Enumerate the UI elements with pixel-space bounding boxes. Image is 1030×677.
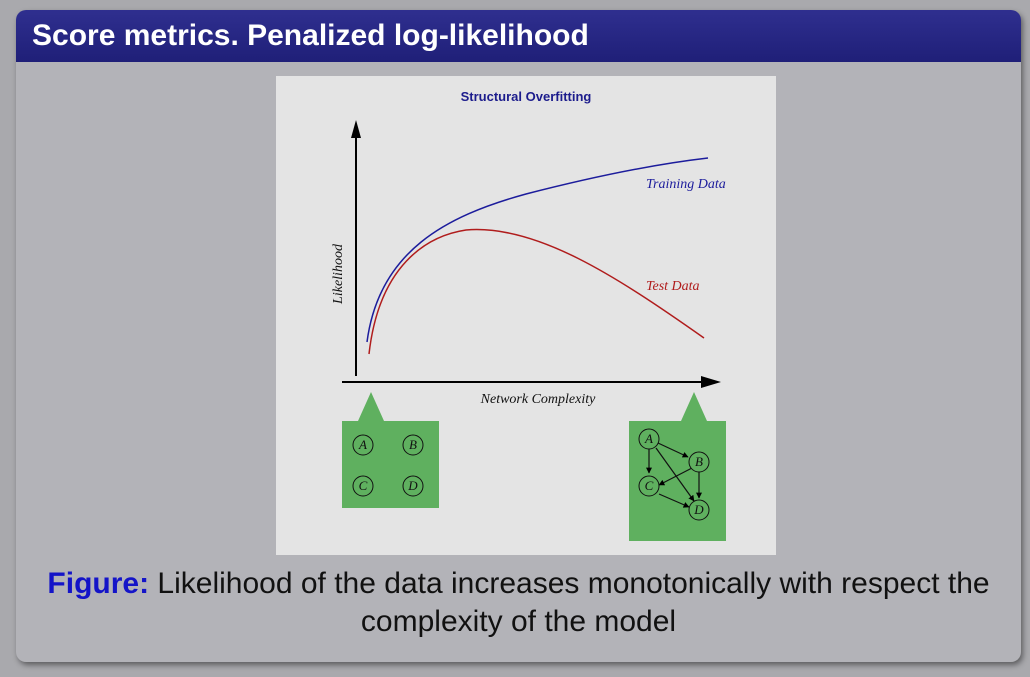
training-data-label: Training Data [646,177,726,192]
node-d-circle [402,475,424,497]
empty-network-inset [342,392,439,508]
figure-caption: Figure: Likelihood of the data increases… [16,565,1021,641]
node-b-label: B [695,454,703,469]
edge-b-c [658,467,693,486]
connected-network-inset [629,392,726,541]
node-b-label: B [409,437,417,452]
x-axis-arrowhead [701,376,721,388]
figure-caption-label: Figure: [47,567,150,600]
overfitting-chart: Structural Overfitting Network Complexit… [331,89,726,541]
slide-block: Score metrics. Penalized log-likelihood … [16,10,1021,662]
y-axis-label: Likelihood [331,243,346,305]
node-d-label: D [407,478,418,493]
edge-a-d [655,447,695,502]
figure-caption-text: Likelihood of the data increases monoton… [149,567,990,638]
node-a-circle [352,434,374,456]
test-data-line [368,228,705,355]
x-axis-label: Network Complexity [480,392,596,407]
node-c-circle [352,475,374,497]
figure-panel: Structural Overfitting Network Complexit… [276,76,776,555]
training-data-line [366,157,709,343]
y-axis-arrowhead [351,120,361,138]
node-b-circle [688,451,710,473]
node-a-label: A [644,431,653,446]
node-d-label: D [693,502,704,517]
node-a-circle [638,428,660,450]
node-d-circle [688,499,710,521]
node-c-label: C [645,478,654,493]
test-data-label: Test Data [646,279,700,294]
node-b-circle [402,434,424,456]
slide-title: Score metrics. Penalized log-likelihood [16,10,1021,62]
node-c-label: C [359,478,368,493]
edge-c-d [658,493,690,508]
node-c-circle [638,475,660,497]
edge-a-b [657,442,689,458]
node-a-label: A [358,437,367,452]
chart-title: Structural Overfitting [461,89,592,104]
